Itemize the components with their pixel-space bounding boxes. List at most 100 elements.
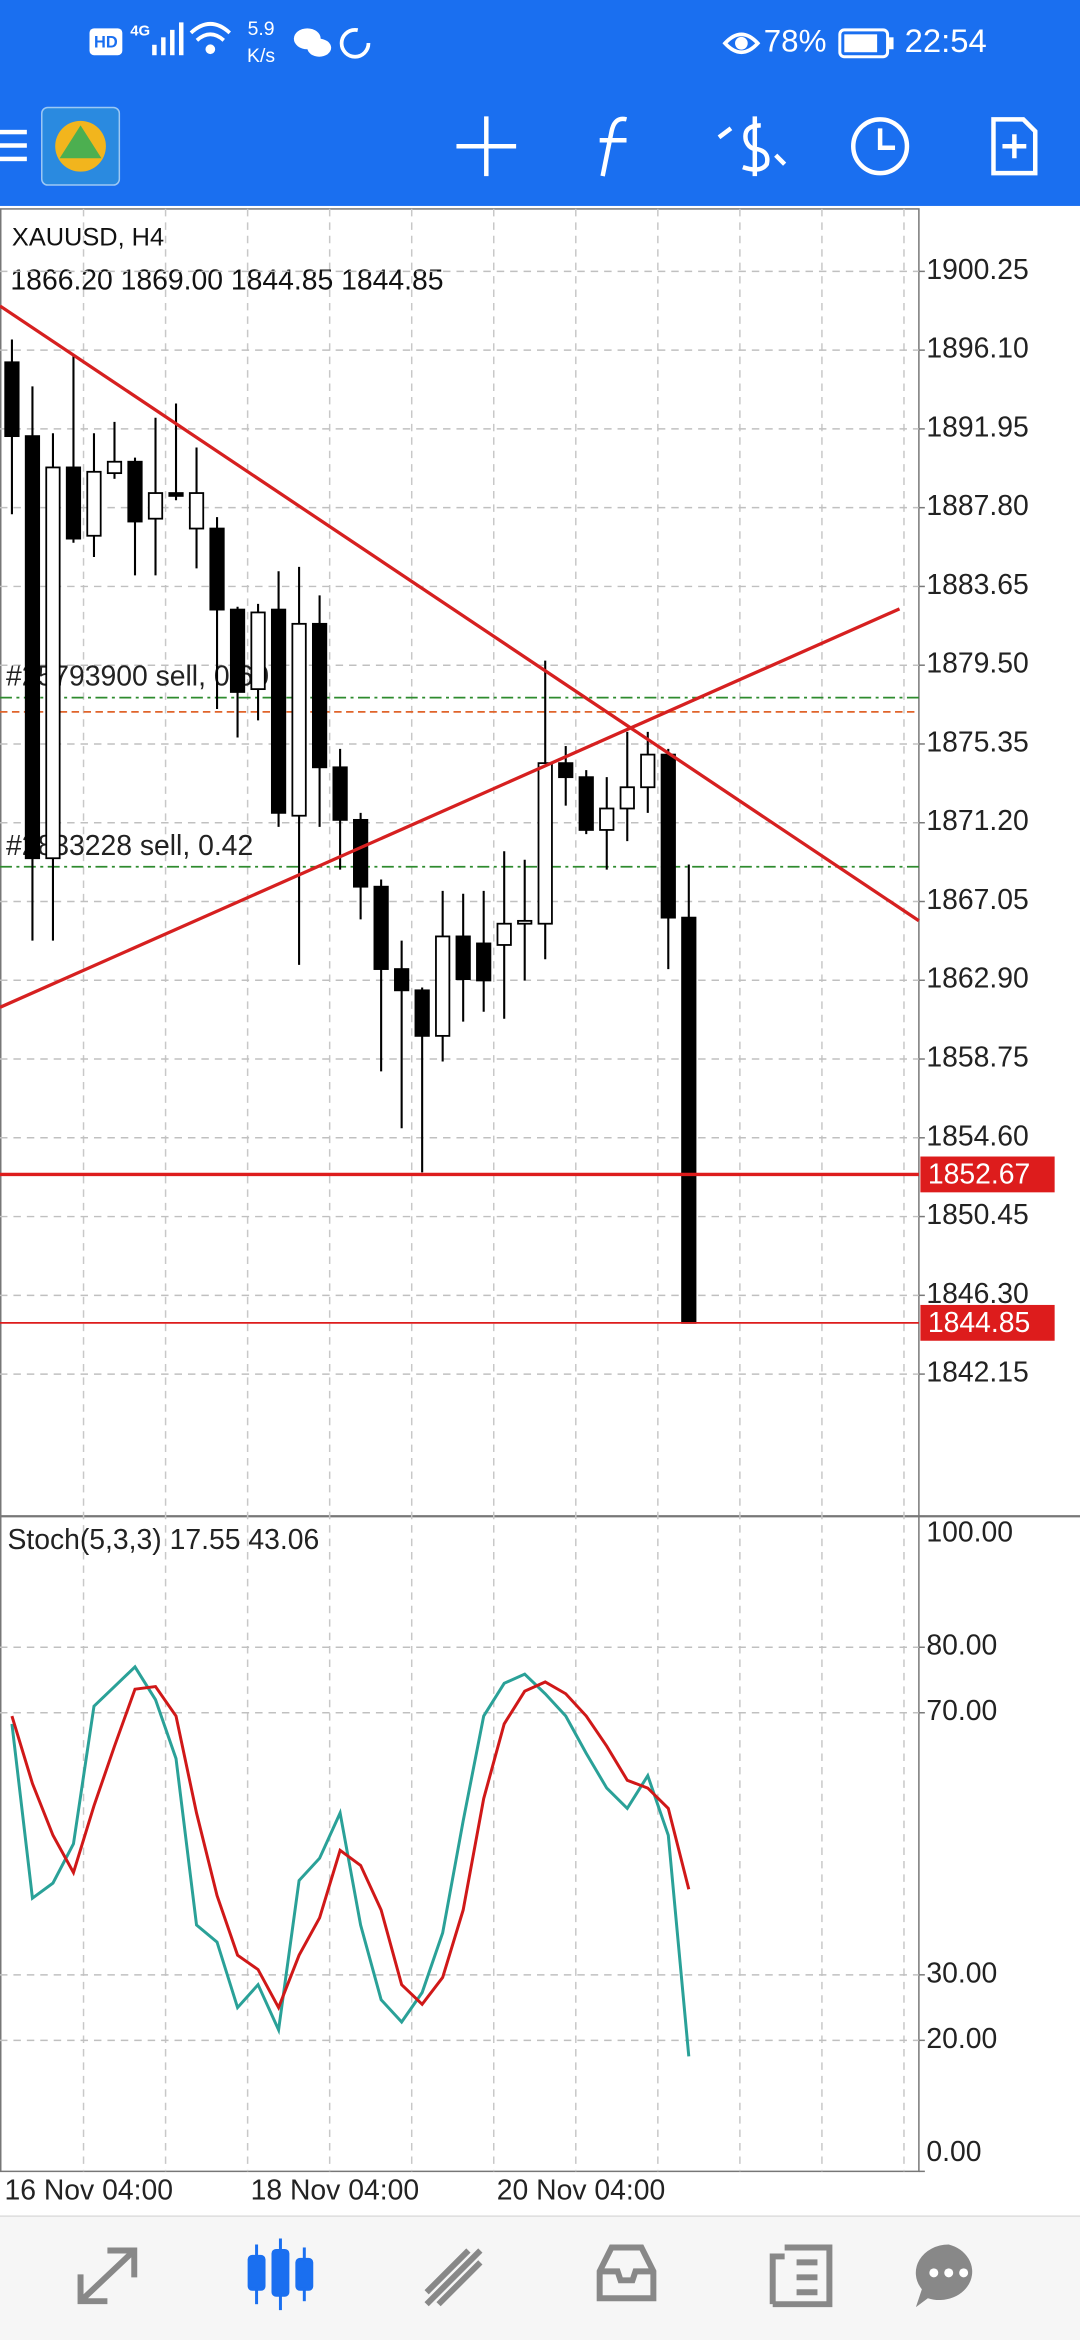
price-badge-label: 1844.85	[928, 1307, 1030, 1339]
sync-icon	[339, 27, 371, 59]
speed-unit: K/s	[247, 45, 275, 67]
y-tick-label: 1883.65	[926, 569, 1028, 601]
trend-line	[0, 607, 901, 1009]
candle-body	[414, 989, 430, 1037]
y-tick-label: 0.00	[926, 2136, 981, 2168]
candle-body	[147, 492, 164, 520]
candle-body	[45, 466, 61, 860]
messages-tab[interactable]	[915, 2244, 973, 2308]
battery-tip	[889, 37, 894, 50]
candle-body	[476, 942, 492, 982]
indicators-button[interactable]	[599, 116, 628, 177]
y-tick-label: 1862.90	[926, 963, 1028, 995]
candle-body	[106, 460, 123, 475]
history-tab[interactable]	[596, 2244, 657, 2302]
symbol-label: XAUUSD, H4	[12, 223, 164, 251]
vertical-grid	[82, 208, 905, 2172]
candle-body	[517, 919, 533, 925]
trend-line	[0, 304, 920, 923]
hd-badge	[89, 28, 123, 56]
ohlc-label: 1866.20 1869.00 1844.85 1844.85	[10, 265, 443, 297]
stoch-line	[10, 1680, 691, 2012]
network-label: 4G	[130, 22, 150, 39]
y-tick-label: 1846.30	[926, 1278, 1028, 1310]
y-tick-label: 1850.45	[926, 1199, 1028, 1231]
candle-body	[660, 753, 676, 919]
speed-value: 5.9	[248, 18, 275, 40]
timeframe-button[interactable]	[851, 117, 910, 176]
news-tab[interactable]	[769, 2244, 833, 2308]
candle-body	[599, 807, 615, 831]
candle-body	[188, 492, 205, 530]
new-order-button[interactable]	[991, 117, 1038, 176]
y-tick-label: 20.00	[926, 2023, 997, 2055]
order-label: #2833228 sell, 0.42	[6, 830, 253, 862]
stoch-line	[10, 1664, 691, 2057]
chart-tab[interactable]	[247, 2238, 314, 2311]
battery-level	[844, 34, 878, 53]
candle-body	[640, 753, 656, 789]
y-tick-label: 1896.10	[926, 333, 1028, 365]
candle-body	[4, 361, 20, 438]
candle-body	[455, 935, 471, 981]
trade-tab[interactable]	[424, 2248, 483, 2307]
quotes-tab[interactable]	[77, 2247, 138, 2305]
candle-body	[496, 922, 512, 946]
candle-body	[435, 935, 451, 1037]
signal-icon	[152, 22, 184, 56]
candle-body	[229, 608, 246, 693]
y-tick-label: 1875.35	[926, 726, 1028, 758]
y-tick-label: 1867.05	[926, 884, 1028, 916]
battery-percent: 78%	[764, 24, 827, 59]
y-tick-label: 1854.60	[926, 1120, 1028, 1152]
y-tick-label: 80.00	[926, 1630, 997, 1662]
y-tick-label: 1858.75	[926, 1042, 1028, 1074]
x-tick-label: 18 Nov 04:00	[251, 2175, 419, 2207]
menu-button[interactable]	[0, 129, 27, 162]
candle-body	[353, 818, 369, 888]
wifi-icon	[189, 22, 231, 55]
y-tick-label: 1891.95	[926, 411, 1028, 443]
candle-body	[250, 611, 266, 691]
y-tick-label: 30.00	[926, 1957, 997, 1989]
candle-body	[291, 622, 307, 817]
indicator-title: Stoch(5,3,3) 17.55 43.06	[7, 1524, 319, 1556]
x-tick-label: 16 Nov 04:00	[4, 2175, 172, 2207]
hd-label: HD	[94, 34, 118, 52]
candle-body	[619, 786, 635, 810]
symbols-button[interactable]	[717, 116, 787, 177]
y-tick-label: 1879.50	[926, 648, 1028, 680]
y-tick-label: 1900.25	[926, 254, 1028, 286]
candle-body	[332, 766, 348, 821]
eye-icon	[722, 32, 761, 55]
y-tick-label: 100.00	[926, 1517, 1013, 1549]
app-logo-peak	[59, 125, 102, 159]
candle-body	[578, 776, 594, 831]
price-badge-label: 1852.67	[928, 1158, 1030, 1190]
price-badge	[920, 1156, 1055, 1193]
candle-body	[65, 466, 82, 540]
candle-body	[270, 608, 287, 814]
x-tick-label: 20 Nov 04:00	[497, 2175, 665, 2207]
y-tick-label: 70.00	[926, 1695, 997, 1727]
candle-body	[537, 762, 553, 925]
battery-icon	[838, 28, 890, 59]
candle-body	[86, 470, 102, 537]
candle-body	[558, 762, 574, 779]
clock: 22:54	[905, 22, 987, 59]
y-tick-label: 1871.20	[926, 805, 1028, 837]
crosshair-button[interactable]	[456, 116, 517, 177]
y-tick-label: 1842.15	[926, 1357, 1028, 1389]
candle-body	[373, 885, 389, 970]
candle-body	[24, 435, 41, 860]
trend-lines	[0, 304, 920, 1009]
candle-body	[394, 968, 410, 992]
price-badge	[920, 1304, 1055, 1341]
y-tick-label: 1887.80	[926, 490, 1028, 522]
bottom-nav	[0, 2216, 1080, 2340]
candle-body	[127, 460, 143, 523]
candle-body	[681, 916, 697, 1324]
candle-body	[168, 492, 184, 497]
